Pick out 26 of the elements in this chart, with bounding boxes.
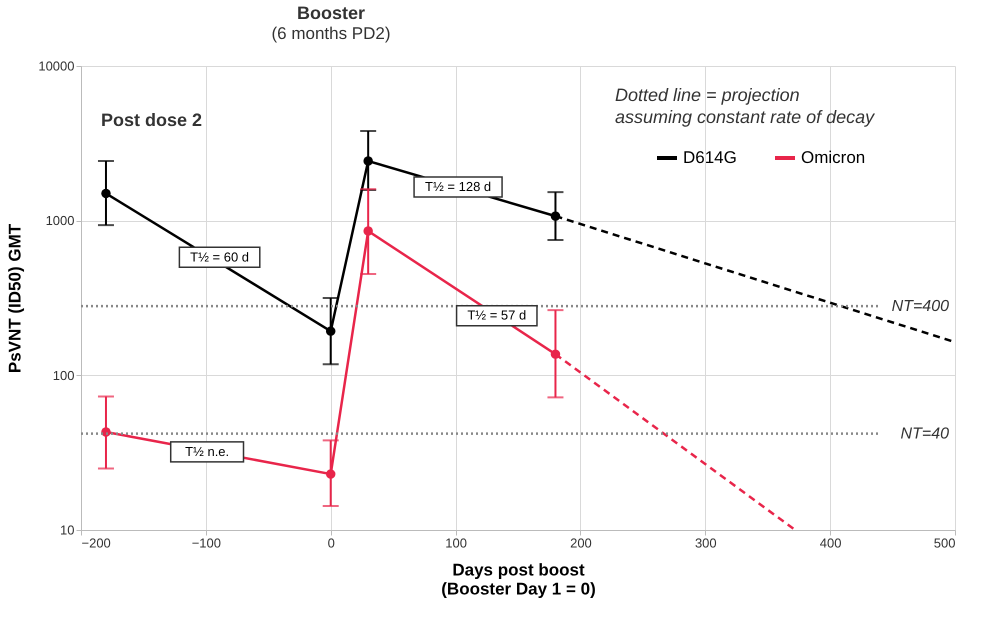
annotation: Post dose 2 (101, 110, 202, 130)
y-tick-label: 100 (52, 368, 74, 383)
x-tick-label: −200 (82, 536, 111, 550)
x-tick-label: −100 (192, 536, 222, 550)
y-tick-label: 10 (60, 522, 74, 538)
annotation: NT=400 (892, 298, 950, 316)
x-tick-label: 500 (934, 536, 956, 550)
x-tick-label: 0 (328, 536, 335, 550)
y-tick-label: 1000 (46, 213, 74, 228)
x-tick-label: 300 (694, 536, 717, 550)
annotation: T½ n.e. (185, 444, 230, 459)
annotation: T½ = 57 d (467, 308, 526, 323)
y-tick-label: 10000 (38, 58, 74, 74)
legend-label: Omicron (801, 148, 866, 167)
annotation: NT=40 (900, 426, 950, 443)
legend-label: D614G (683, 148, 737, 167)
annotation: T½ = 128 d (425, 179, 492, 194)
chart-title: Booster (296, 3, 366, 23)
y-axis-title: PsVNT (ID50) GMT (5, 223, 24, 374)
x-tick-label: 100 (445, 536, 467, 550)
x-axis-title: Days post boost (Booster Day 1 = 0) (441, 560, 596, 598)
annotation: Dotted line = projection assuming constant rate of decay (615, 85, 876, 127)
x-tick-label: 200 (570, 536, 592, 550)
annotation: T½ = 60 d (190, 249, 250, 264)
x-tick-label: 400 (820, 536, 842, 550)
chart-subtitle: (6 months PD2) (271, 24, 391, 43)
